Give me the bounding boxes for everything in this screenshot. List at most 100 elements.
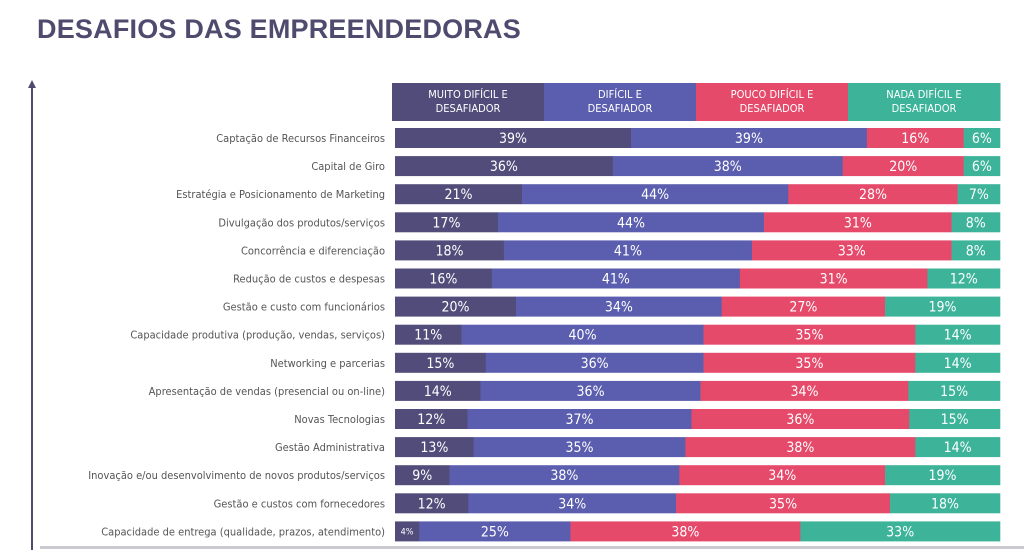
- data-label: 6%: [972, 159, 992, 175]
- bar-segment: [885, 296, 1001, 317]
- category-label: Apresentação de vendas (presencial ou on…: [149, 385, 385, 398]
- bar-segment: [800, 521, 1001, 542]
- legend-box: [696, 83, 849, 121]
- data-label: 44%: [641, 187, 669, 203]
- bar-segment: [395, 493, 469, 514]
- bar-segment: [395, 184, 523, 205]
- data-label: 34%: [558, 496, 586, 512]
- data-label: 38%: [671, 524, 699, 540]
- data-label: 8%: [966, 215, 986, 231]
- data-label: 14%: [424, 384, 452, 400]
- legend-box: [848, 83, 1001, 121]
- category-label: Gestão e custo com funcionários: [223, 301, 385, 314]
- legend-label: DIFÍCIL E: [598, 88, 642, 101]
- data-label: 35%: [566, 440, 594, 456]
- bar-segment: [951, 240, 1001, 261]
- data-label: 25%: [481, 524, 509, 540]
- bar-segment: [419, 521, 571, 542]
- data-label: 19%: [929, 468, 957, 484]
- data-label: 28%: [859, 187, 887, 203]
- category-label: Inovação e/ou desenvolvimento de novos p…: [88, 469, 385, 482]
- bar-segment: [395, 212, 499, 233]
- bar-segment: [909, 409, 1001, 429]
- chart-title: DESAFIOS DAS EMPREENDEDORAS: [37, 14, 521, 44]
- bar-segment: [395, 128, 632, 148]
- data-label: 21%: [445, 187, 473, 203]
- axis-arrow-icon: [28, 80, 36, 550]
- category-label: Captação de Recursos Financeiros: [216, 132, 385, 145]
- bar-segment: [908, 380, 1001, 401]
- bottom-divider: [40, 546, 1024, 549]
- data-label: 39%: [499, 131, 527, 147]
- legend-label: DESAFIADOR: [892, 102, 957, 115]
- bar-segment: [395, 324, 462, 345]
- bar-segment: [630, 128, 868, 148]
- category-label: Capacidade de entrega (qualidade, prazos…: [101, 525, 385, 538]
- data-label: 41%: [602, 272, 630, 288]
- data-label: 41%: [614, 243, 642, 259]
- bar-segment: [927, 268, 1001, 289]
- bar-segment: [449, 465, 680, 486]
- data-label: 6%: [972, 131, 992, 147]
- data-label: 14%: [944, 356, 972, 372]
- data-label: 16%: [429, 272, 457, 288]
- bar-segment: [676, 493, 891, 514]
- data-label: 38%: [714, 159, 742, 175]
- bar-segment: [915, 352, 1001, 373]
- bar-segment: [497, 212, 765, 233]
- category-label: Gestão e custos com fornecedores: [214, 497, 385, 510]
- data-label: 13%: [420, 440, 448, 456]
- bar-segment: [703, 352, 916, 373]
- bar-segment: [739, 268, 928, 289]
- data-label: 33%: [886, 524, 914, 540]
- data-label: 27%: [789, 300, 817, 316]
- bar-segment: [685, 437, 916, 458]
- bar-segment: [395, 409, 468, 429]
- bar-segment: [395, 465, 450, 486]
- data-label: 35%: [769, 496, 797, 512]
- data-label: 18%: [931, 496, 959, 512]
- data-label: 36%: [577, 384, 605, 400]
- data-label: 14%: [944, 440, 972, 456]
- bar-segment: [890, 493, 1001, 514]
- bar-segment: [395, 521, 420, 542]
- bar-segment: [395, 296, 517, 317]
- bar-segment: [395, 380, 481, 401]
- bar-segment: [951, 212, 1001, 233]
- data-label: 12%: [418, 496, 446, 512]
- bar-segment: [395, 437, 474, 458]
- bar-segment: [491, 268, 741, 289]
- bar-segment: [963, 156, 1001, 177]
- data-label: 37%: [566, 412, 594, 428]
- legend-label: POUCO DIFÍCIL E: [731, 88, 814, 101]
- data-label: 36%: [490, 159, 518, 175]
- data-label: 15%: [941, 412, 969, 428]
- category-label: Estratégia e Posicionamento de Marketing: [176, 188, 385, 201]
- data-label: 11%: [414, 328, 442, 344]
- data-label: 38%: [550, 468, 578, 484]
- data-label: 20%: [442, 300, 470, 316]
- bar-segment: [764, 212, 952, 233]
- category-label: Capital de Giro: [311, 160, 385, 173]
- data-label: 8%: [966, 243, 986, 259]
- bar-segment: [915, 437, 1001, 458]
- data-label: 35%: [795, 356, 823, 372]
- data-label: 18%: [435, 243, 463, 259]
- bar-segment: [788, 184, 958, 205]
- bar-segment: [395, 156, 614, 177]
- data-label: 34%: [768, 468, 796, 484]
- data-label: 44%: [617, 215, 645, 231]
- data-label: 17%: [432, 215, 460, 231]
- bar-segment: [957, 184, 1001, 205]
- bar-segment: [703, 324, 916, 345]
- legend-label: MUITO DIFÍCIL E: [428, 88, 508, 101]
- bar-segment: [963, 128, 1001, 148]
- category-label: Concorrência e diferenciação: [241, 244, 385, 257]
- data-label: 36%: [786, 412, 814, 428]
- data-label: 31%: [820, 272, 848, 288]
- data-label: 31%: [844, 215, 872, 231]
- bar-segment: [461, 324, 704, 345]
- bar-segment: [751, 240, 952, 261]
- bar-segment: [395, 240, 505, 261]
- data-label: 34%: [790, 384, 818, 400]
